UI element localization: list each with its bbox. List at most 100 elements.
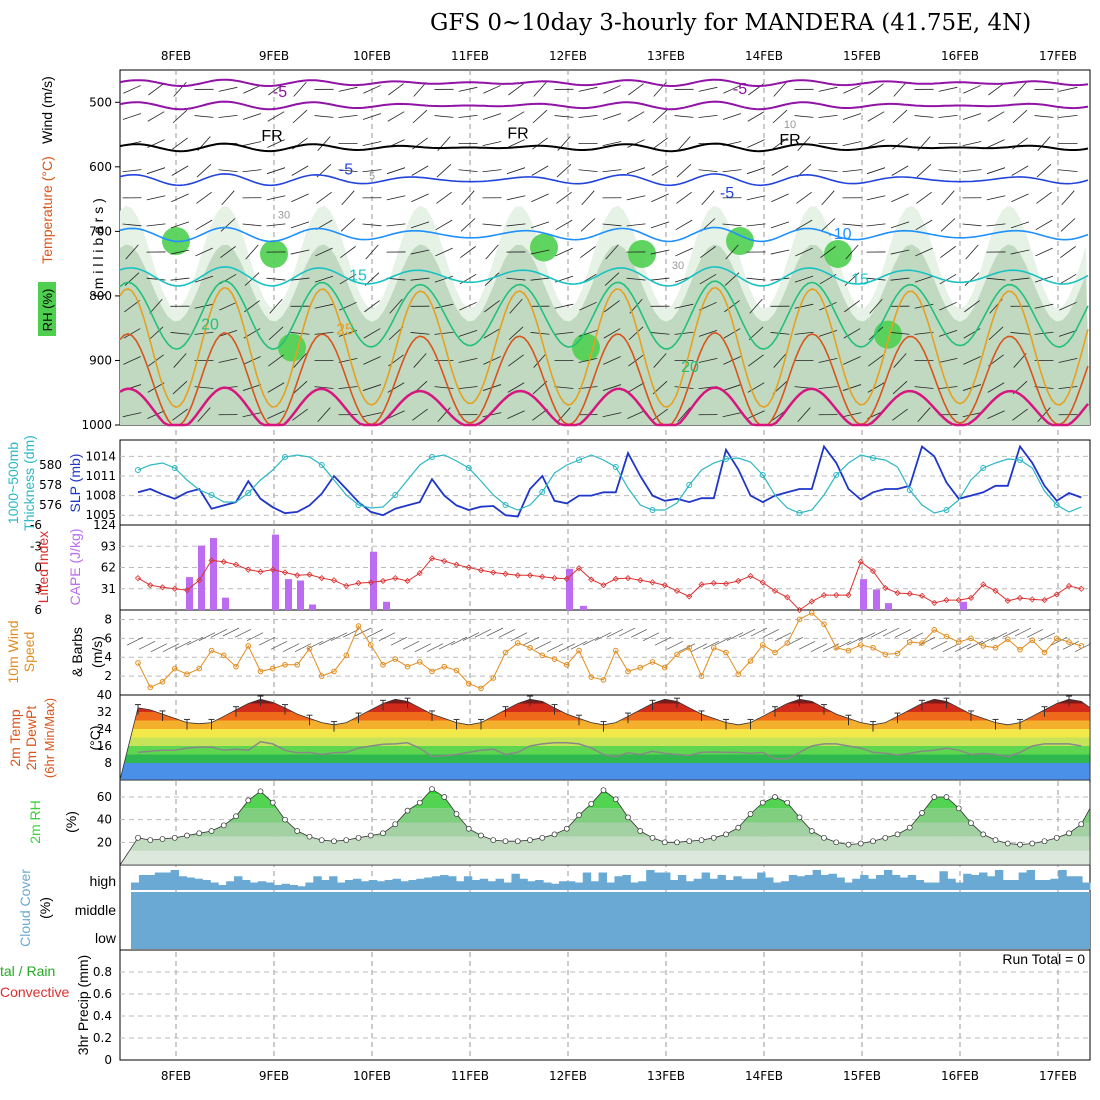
wind-barb <box>413 353 427 368</box>
rh-point <box>686 838 693 845</box>
wind-barb <box>892 408 908 421</box>
cloud-high-bar <box>725 880 734 890</box>
rh-point <box>784 799 791 806</box>
wind-point <box>294 661 301 668</box>
wind-barb <box>650 332 670 335</box>
wind-barb <box>866 223 886 227</box>
thickness-point <box>980 465 987 471</box>
wind-barb <box>746 167 766 175</box>
wind-barb <box>698 329 718 337</box>
lifted-point <box>967 594 975 602</box>
lifted-point <box>502 570 509 577</box>
wind-barb <box>843 85 861 94</box>
y-tick-label: 24 <box>97 722 112 736</box>
cape-bar <box>580 605 587 610</box>
wind-barb <box>507 410 525 419</box>
wind-barb <box>173 82 187 97</box>
rh-point <box>955 805 962 812</box>
temperature-contour <box>119 266 1089 287</box>
wind-barb <box>987 410 1005 419</box>
wind-barb <box>218 358 238 363</box>
lifted-point <box>551 575 558 582</box>
rh-line <box>119 782 1091 866</box>
wind-barb <box>340 246 356 258</box>
wind-barb <box>771 165 789 176</box>
wind-barb <box>867 382 885 393</box>
lifted-point <box>1029 596 1036 603</box>
wind-barb <box>314 386 334 389</box>
wind-barb <box>484 272 500 286</box>
y-tick-label: 62 <box>101 561 116 575</box>
wind-barb <box>533 82 547 97</box>
y-tick-label: 20 <box>97 835 112 849</box>
wind-barb <box>914 115 934 118</box>
wind-barb <box>1012 408 1028 421</box>
wind-barb <box>821 190 835 206</box>
wind-barb <box>555 247 573 257</box>
rh-point <box>331 838 337 845</box>
rh-point <box>367 832 374 839</box>
wind-barb <box>531 193 549 203</box>
wind-barb <box>364 300 380 313</box>
wind-barb <box>338 414 358 416</box>
thickness-point <box>723 456 729 462</box>
lifted-point <box>526 572 534 579</box>
cloud-high-bar <box>368 880 378 890</box>
wind-barb <box>915 219 933 231</box>
lifted-point <box>808 598 815 605</box>
wind-barb <box>651 165 669 176</box>
lifted-point <box>183 587 191 594</box>
rh-point <box>1053 834 1060 841</box>
surface-barb <box>486 627 504 637</box>
wind-barb <box>652 137 668 150</box>
cloud-high-bar <box>519 878 528 890</box>
cloud-high-bar <box>662 872 671 890</box>
wind-barb <box>338 358 358 363</box>
wind-barb <box>220 246 236 258</box>
cloud-high-bar <box>876 875 885 890</box>
wind-barb <box>892 109 908 124</box>
rh-point <box>184 832 190 839</box>
wind-barb <box>317 136 331 151</box>
cloud-high-bar <box>186 877 195 890</box>
cloud-high-bar <box>408 880 417 890</box>
wind-barb <box>387 111 405 122</box>
lifted-point <box>269 566 276 573</box>
wind-point <box>931 627 938 633</box>
cloud-high-bar <box>448 876 457 890</box>
wind-point <box>723 649 729 656</box>
wind-barb <box>146 223 166 227</box>
contour-label: -5 <box>273 84 287 101</box>
wind-barb <box>460 246 476 258</box>
surface-barb <box>282 643 300 653</box>
rh-label: RH (%) <box>40 289 55 332</box>
cloud-high-bar <box>1082 882 1091 890</box>
wind-barb <box>316 191 332 204</box>
wind-barb <box>411 193 429 203</box>
contour-label: -5 <box>720 185 734 202</box>
cloud-high-bar <box>1058 870 1067 890</box>
wind-barb <box>172 109 188 124</box>
wind-barb <box>146 251 166 253</box>
wind-barb <box>794 88 814 90</box>
cloud-high-bar <box>590 881 600 890</box>
surface-barb <box>294 643 312 652</box>
wind-barb <box>340 218 356 232</box>
cloud-high-bar <box>717 875 726 890</box>
wind-barb <box>699 273 717 285</box>
contour-label: FR <box>261 128 282 145</box>
rh-point <box>1004 840 1011 847</box>
wind-barb <box>363 328 381 339</box>
wind-barb <box>938 115 958 118</box>
wind-barb <box>1037 136 1051 151</box>
wind-barb <box>124 300 140 313</box>
wind-barb <box>770 332 790 335</box>
rh-high-blob <box>628 239 656 268</box>
wind-point <box>282 661 288 668</box>
wind-barb <box>794 331 814 335</box>
wind-barb <box>916 191 932 204</box>
cloud-high-bar <box>455 881 465 890</box>
wind-barb <box>818 143 838 145</box>
rh-point <box>796 814 803 821</box>
